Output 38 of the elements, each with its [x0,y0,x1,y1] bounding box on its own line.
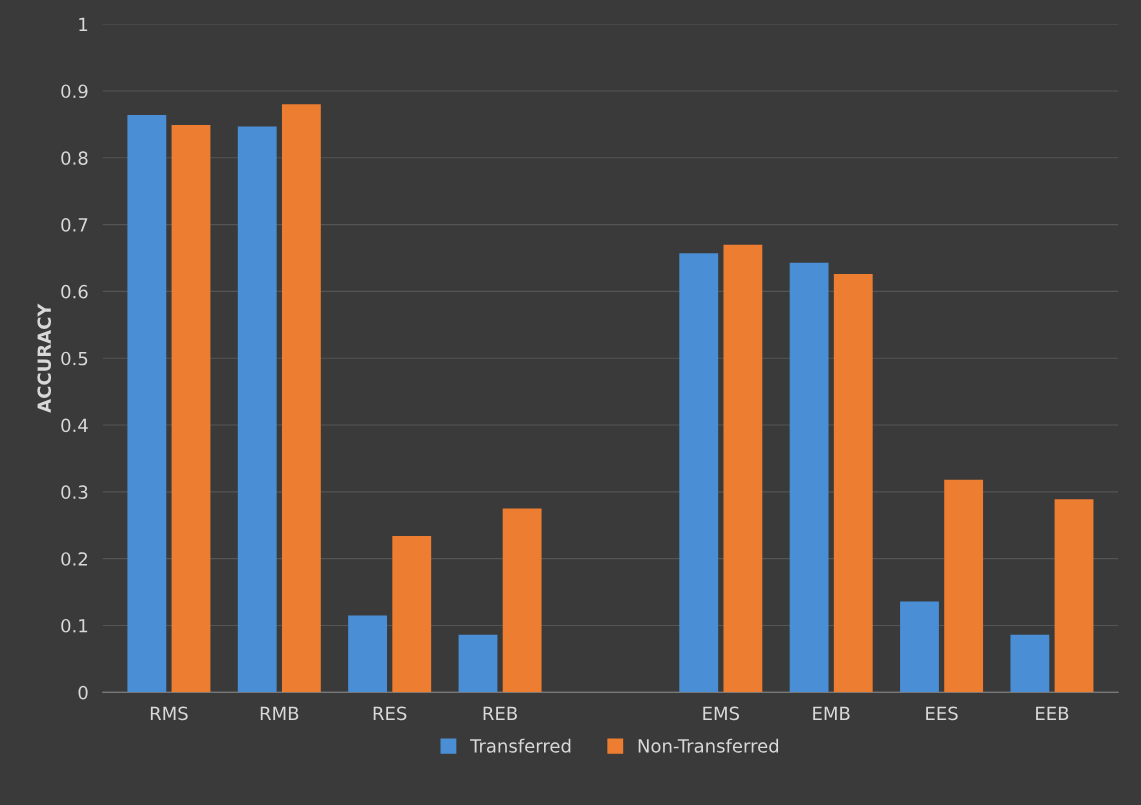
y-tick-label: 0.2 [61,552,87,566]
bar [1010,634,1050,693]
bar [281,104,321,693]
x-tick-label: RMS [150,706,188,721]
y-tick-label: 0.4 [61,418,88,433]
y-tick-label: 0.6 [61,284,88,299]
bar [171,125,211,693]
bar [833,274,873,693]
x-tick-label: EMS [703,706,740,721]
bar [900,601,939,693]
y-tick-label: 0.3 [61,485,88,499]
y-tick-label: 1 [79,17,88,32]
x-tick-label: EEB [1036,706,1069,720]
bar [127,115,167,693]
bar [392,535,432,693]
y-tick-label: 0.9 [61,84,88,99]
x-tick-label: RES [373,706,407,721]
bar [944,479,984,693]
legend-label: Non-Transferred [638,738,779,753]
x-tick-label: RMB [260,706,299,720]
y-tick-label: 0.1 [61,618,88,633]
bar [348,615,388,693]
bar [237,126,277,693]
y-tick-label: 0.7 [61,218,88,232]
bar [679,253,719,693]
y-tick-label: 0 [78,685,88,700]
x-tick-label: EES [926,706,958,721]
y-tick-label: 0.5 [61,351,88,366]
bar [789,262,829,693]
x-tick-label: REB [483,706,517,720]
bar [723,244,763,693]
y-tick-label: 0.8 [61,151,88,165]
bar [502,508,542,693]
bar [1054,499,1094,693]
bar [458,634,498,693]
legend-label: Transferred [470,738,571,753]
y-axis-title: ACCURACY [37,303,52,413]
x-tick-label: EMB [813,706,850,720]
